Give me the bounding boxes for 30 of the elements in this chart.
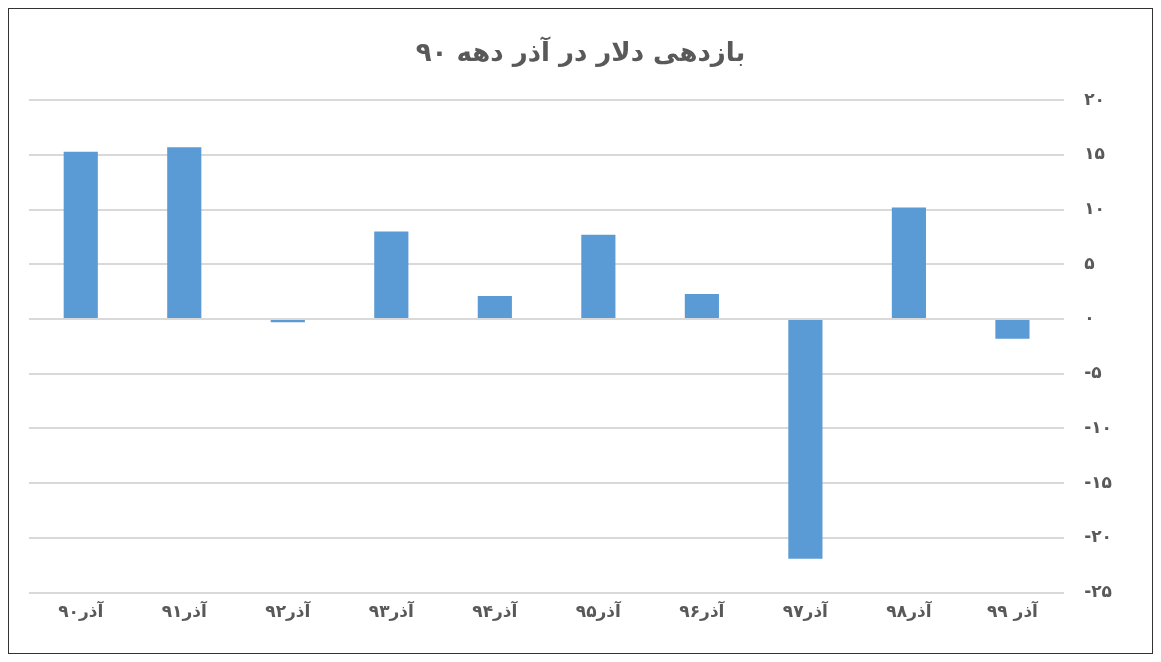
y-tick-label: -۱۰	[1084, 416, 1112, 437]
x-tick-label: آذر۹۴	[472, 600, 519, 622]
y-tick-label: -۲۰	[1084, 526, 1112, 547]
bar	[477, 296, 512, 319]
x-tick-label: آذر۹۳	[368, 600, 416, 622]
x-tick-label: آذر۹۵	[575, 600, 623, 622]
bar	[891, 207, 926, 319]
y-tick-label: ۰	[1084, 307, 1095, 328]
bar	[374, 231, 409, 319]
x-tick-label: آذر۹۲	[265, 600, 312, 622]
x-tick-label: آذر۹۷	[782, 600, 830, 622]
x-tick-label: آذر۹۰	[58, 600, 105, 622]
chart-title: بازدهی دلار در آذر دهه ۹۰	[415, 36, 746, 68]
y-tick-label: -۱۵	[1084, 471, 1112, 492]
bar	[788, 320, 823, 559]
x-tick-label: آذر۹۶	[679, 600, 726, 622]
y-tick-label: ۲۰	[1084, 88, 1105, 109]
y-tick-label: ۵	[1084, 252, 1095, 273]
bar	[684, 293, 719, 319]
x-tick-label: آذر ۹۹	[986, 600, 1040, 622]
bar	[581, 234, 616, 319]
bar	[995, 320, 1030, 339]
x-tick-label: آذر۹۸	[886, 600, 933, 622]
y-tick-label: -۲۵	[1084, 581, 1112, 602]
y-tick-label: ۱۵	[1084, 143, 1105, 164]
bar	[63, 151, 98, 319]
y-tick-label: -۵	[1084, 362, 1102, 383]
bar	[167, 147, 202, 319]
x-tick-label: آذر۹۱	[161, 600, 208, 622]
y-tick-label: ۱۰	[1084, 198, 1105, 219]
